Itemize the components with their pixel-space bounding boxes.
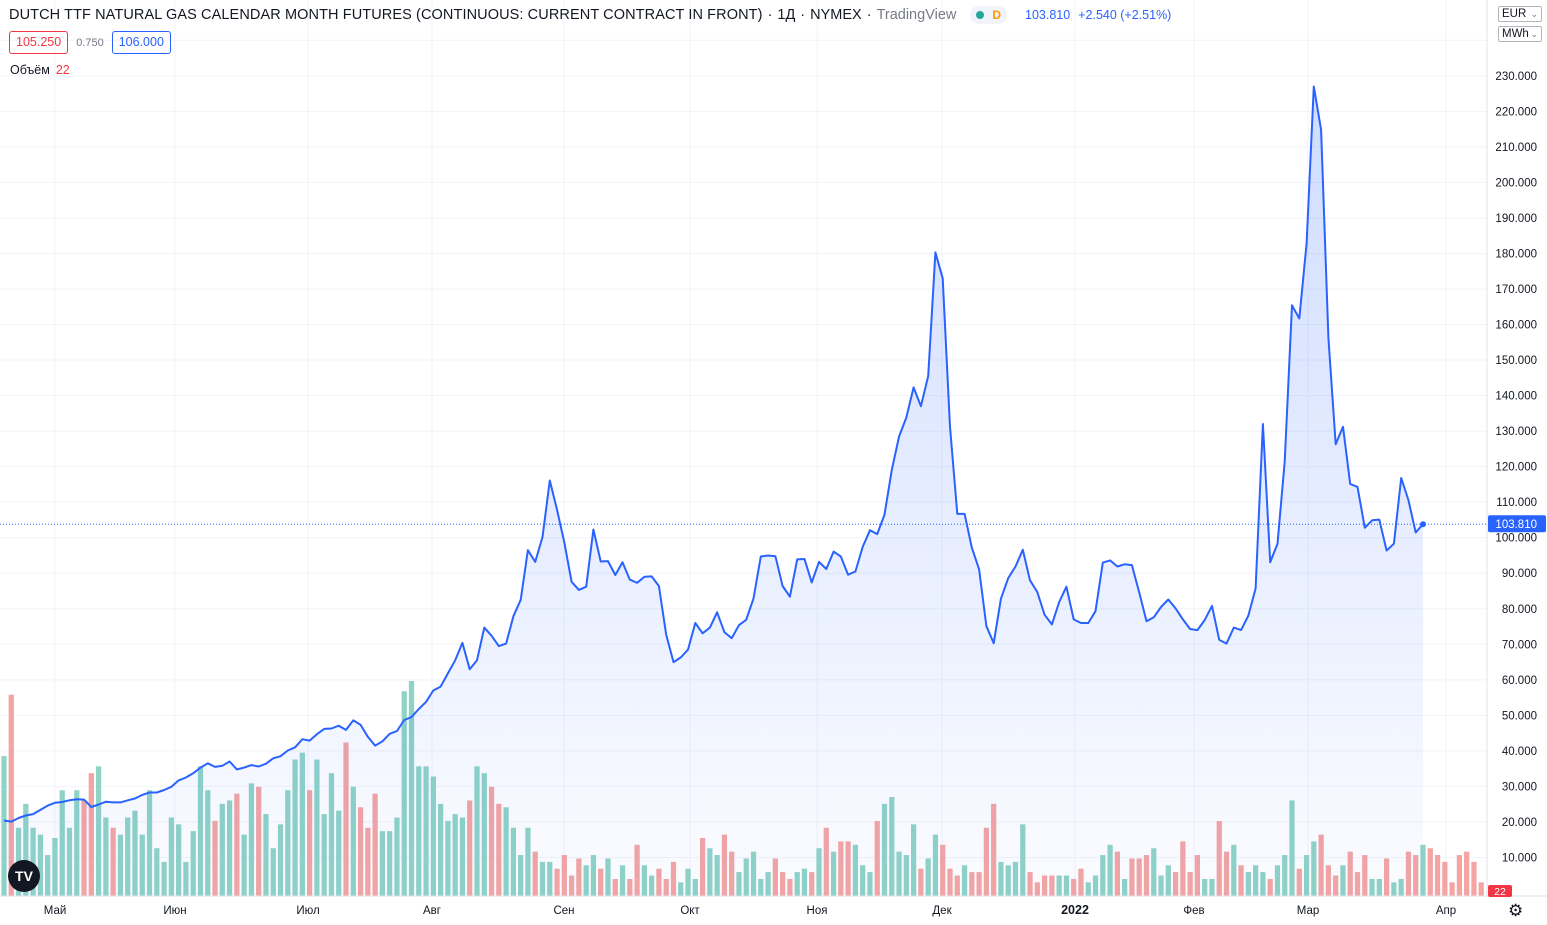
source-label: TradingView <box>876 7 957 23</box>
price-tick-label: 140.000 <box>1495 391 1537 403</box>
market-status-pill[interactable]: D <box>970 6 1008 24</box>
volume-value: 22 <box>55 63 70 77</box>
price-tick-label: 90.000 <box>1502 568 1537 580</box>
time-tick-label: Фев <box>1183 905 1204 917</box>
volume-bar <box>1427 848 1433 896</box>
price-tick-label: 20.000 <box>1502 817 1537 829</box>
price-tick-label: 170.000 <box>1495 284 1537 296</box>
price-tick-label: 60.000 <box>1502 675 1537 687</box>
unit-select[interactable]: MWh ⌄ <box>1498 26 1542 42</box>
time-tick-label: Дек <box>932 905 952 917</box>
time-tick-label: Окт <box>680 905 700 917</box>
chart-header: DUTCH TTF NATURAL GAS CALENDAR MONTH FUT… <box>9 6 1172 24</box>
exchange-label: NYMEX <box>810 7 862 23</box>
time-tick-label: Май <box>44 905 67 917</box>
chevron-down-icon: ⌄ <box>1530 29 1538 39</box>
volume-axis-label: 22 <box>1494 886 1506 898</box>
price-tick-label: 40.000 <box>1502 746 1537 758</box>
price-tick-label: 160.000 <box>1495 320 1537 332</box>
last-price-markers: 103.810 22 <box>0 515 1546 898</box>
price-tick-label: 150.000 <box>1495 355 1537 367</box>
chevron-down-icon: ⌄ <box>1530 9 1538 19</box>
last-price-label-bg <box>1488 515 1546 533</box>
time-axis[interactable]: Май Июн Июл Авг Сен Окт Ноя Дек 2022 Фев Мар Апр <box>0 895 1547 917</box>
volume-bar <box>1434 855 1441 896</box>
price-tick-label: 50.000 <box>1502 710 1537 722</box>
sell-button[interactable]: 105.250 <box>9 31 69 54</box>
currency-select[interactable]: EUR ⌄ <box>1498 6 1542 22</box>
time-tick-label: Июл <box>296 905 319 917</box>
currency-value: EUR <box>1502 8 1527 20</box>
market-open-dot-icon <box>976 11 985 19</box>
price-tick-label: 70.000 <box>1502 639 1537 651</box>
last-price-axis-label: 103.810 <box>1495 519 1537 531</box>
time-tick-label: Апр <box>1436 905 1456 917</box>
last-price: 103.810 <box>1025 8 1071 22</box>
chart-grid <box>0 0 1487 896</box>
price-axis[interactable]: 10.000 20.000 30.000 40.000 50.000 60.000 70.0… <box>1486 0 1537 896</box>
time-tick-label: Ноя <box>807 905 828 917</box>
price-tick-label: 30.000 <box>1502 781 1537 793</box>
price-tick-label: 190.000 <box>1495 213 1537 225</box>
price-tick-label: 200.000 <box>1495 177 1537 189</box>
price-line <box>3 85 1424 823</box>
tradingview-logo-icon[interactable]: TV <box>8 860 40 892</box>
price-area <box>3 85 1424 896</box>
volume-bar <box>1478 882 1484 896</box>
price-change: +2.540 (+2.51%) <box>1078 8 1172 22</box>
unit-value: MWh <box>1502 28 1529 40</box>
price-tick-label: 220.000 <box>1495 106 1537 118</box>
last-price-dot <box>1420 521 1426 528</box>
volume-label: Объём <box>10 63 50 77</box>
volume-bar <box>8 694 14 896</box>
price-tick-label: 120.000 <box>1495 462 1537 474</box>
volume-bar <box>1464 851 1470 896</box>
price-tick-label: 100.000 <box>1495 533 1537 545</box>
symbol-title[interactable]: DUTCH TTF NATURAL GAS CALENDAR MONTH FUT… <box>9 7 763 23</box>
volume-bar <box>1442 861 1448 896</box>
time-tick-label: Авг <box>423 905 441 917</box>
time-tick-label: Мар <box>1297 905 1320 917</box>
quote-row: 105.250 0.750 106.000 <box>9 31 171 54</box>
volume-axis-label-bg <box>1488 885 1512 897</box>
delayed-badge: D <box>992 8 1002 22</box>
volume-bar <box>1471 861 1477 896</box>
price-tick-label: 230.000 <box>1495 71 1537 83</box>
interval-label[interactable]: 1Д <box>777 7 796 23</box>
volume-bar <box>1456 855 1463 896</box>
price-area-fill <box>4 86 1423 896</box>
price-tick-label: 210.000 <box>1495 142 1537 154</box>
time-tick-label: Сен <box>553 905 574 917</box>
spread-value: 0.750 <box>76 36 104 49</box>
price-tick-label: 10.000 <box>1502 852 1537 864</box>
volume-legend[interactable]: Объём 22 <box>10 63 70 77</box>
time-tick-label: Июн <box>163 905 186 917</box>
price-tick-label: 130.000 <box>1495 426 1537 438</box>
gear-icon[interactable]: ⚙ <box>1508 901 1524 920</box>
price-tick-label: 80.000 <box>1502 604 1537 616</box>
volume-bar <box>1449 882 1455 896</box>
time-tick-label: 2022 <box>1061 903 1089 917</box>
price-tick-label: 110.000 <box>1496 497 1537 509</box>
price-tick-label: 180.000 <box>1495 248 1537 260</box>
buy-button[interactable]: 106.000 <box>111 31 171 54</box>
